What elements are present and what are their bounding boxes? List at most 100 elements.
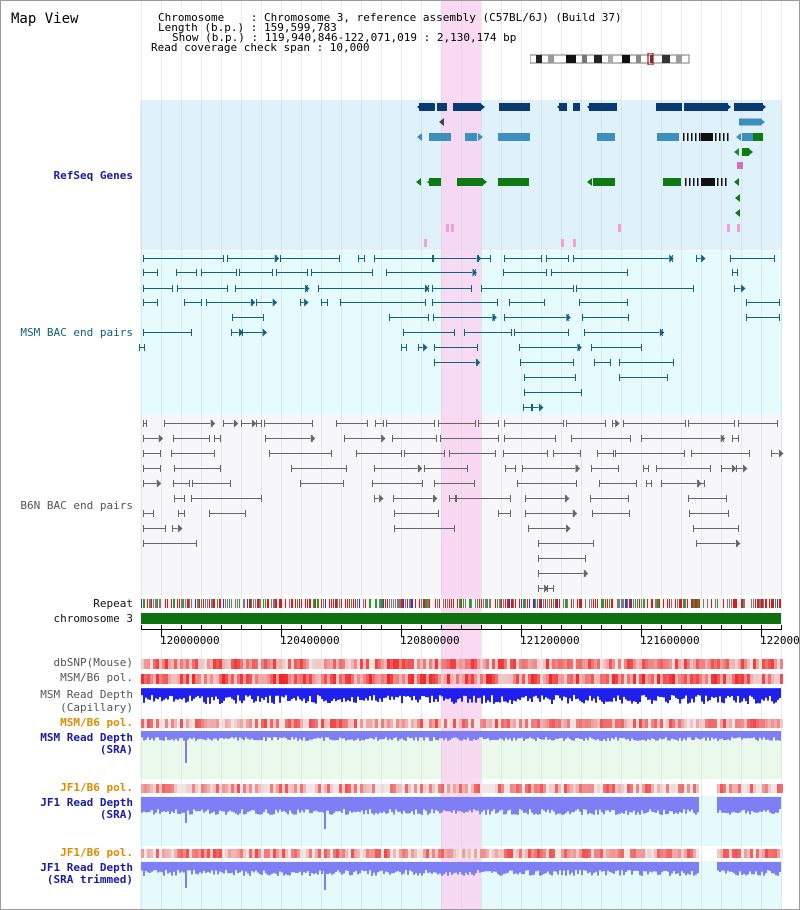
read-depth-bar [161,797,163,812]
read-depth-bar [343,731,345,739]
polymorphism-cell [765,674,768,684]
read-depth-bar [739,731,741,738]
read-depth-bar [301,731,303,741]
polymorphism-cell [279,784,282,793]
read-depth-bar [385,688,387,698]
repeat-element [305,599,306,608]
read-depth-bar [777,797,779,813]
read-depth-bar [297,862,299,873]
polymorphism-cell [666,674,669,684]
gene-arrow [735,209,740,217]
read-depth-bar [313,797,315,812]
read-depth-bar [257,862,259,873]
read-depth-bar [401,731,403,739]
read-depth-bar [373,731,375,740]
exon-mark [699,133,701,141]
polymorphism-cell [630,719,633,728]
repeat-element [525,599,526,608]
repeat-element [425,599,427,608]
read-depth-bar [715,688,717,698]
read-depth-bar [451,731,453,739]
polymorphism-cell [759,784,762,793]
read-depth-bar [537,797,539,815]
read-depth-bar [631,688,633,704]
read-depth-bar [655,731,657,741]
read-depth-bar [211,862,213,871]
polymorphism-cell [522,784,525,793]
read-depth-bar [301,797,303,811]
read-depth-bar [239,862,241,873]
chromosome-ideogram[interactable] [530,53,690,65]
polymorphism-cell [345,659,348,669]
msm-depth-capillary-label: MSM Read Depth [40,688,133,701]
read-depth-bar [195,797,197,812]
polymorphism-cell [198,674,201,684]
jf1-depth-trimmed-label: JF1 Read Depth [40,861,133,874]
read-depth-bar [265,731,267,741]
read-depth-bar [567,688,569,704]
gene-body [429,133,451,141]
repeat-element [711,599,712,608]
repeat-element [317,599,319,608]
bac-pair-marker [238,327,245,338]
read-depth-bar [275,688,277,696]
read-depth-bar [425,862,427,871]
repeat-element [475,599,476,608]
polymorphism-cell [555,674,558,684]
read-depth-bar [423,688,425,697]
read-depth-bar [375,688,377,701]
read-depth-bar [577,862,579,874]
polymorphism-cell [402,849,405,858]
read-depth-bar [721,731,723,739]
read-depth-bar [471,797,473,813]
polymorphism-cell [282,784,285,793]
read-depth-bar [303,688,305,699]
read-depth-bar [497,862,499,875]
read-depth-bar [173,731,175,741]
read-depth-bar [277,731,279,740]
polymorphism-cell [756,784,759,793]
gene-arrow [417,133,422,141]
read-depth-bar [659,797,661,815]
read-depth-bar [749,797,751,815]
polymorphism-cell [246,674,249,684]
repeat-element [499,599,501,608]
polymorphism-cell [441,659,444,669]
polymorphism-cell [720,719,723,728]
polymorphism-cell [450,674,453,684]
repeat-element [643,599,645,608]
polymorphism-cell [723,849,726,858]
polymorphism-cell [477,784,480,793]
polymorphism-cell [381,849,384,858]
axis-tick-label: 121600000 [640,634,700,647]
read-depth-bar [405,688,407,697]
gene-body [573,103,580,111]
repeat-element [505,599,506,608]
read-depth-bar [281,862,283,873]
read-depth-bar [501,688,503,697]
polymorphism-cell [609,674,612,684]
repeat-element [275,599,277,608]
read-depth-bar [177,797,179,814]
read-depth-bar [735,688,737,703]
polymorphism-cell [492,849,495,858]
polymorphism-cell [150,719,153,728]
read-depth-bar [719,797,721,811]
read-depth-bar [245,688,247,696]
polymorphism-cell [768,849,771,858]
polymorphism-cell [489,719,492,728]
polymorphism-cell [678,659,681,669]
polymorphism-cell [417,674,420,684]
read-depth-bar [521,862,523,874]
read-depth-bar [225,797,227,815]
polymorphism-cell [648,719,651,728]
repeat-element [571,599,572,608]
read-depth-bar [357,688,359,697]
read-depth-bar [301,688,303,701]
polymorphism-cell [447,849,450,858]
read-depth-bar [593,731,595,740]
polymorphism-cell [192,719,195,728]
read-depth-bar [307,731,309,741]
read-depth-bar [481,862,483,872]
